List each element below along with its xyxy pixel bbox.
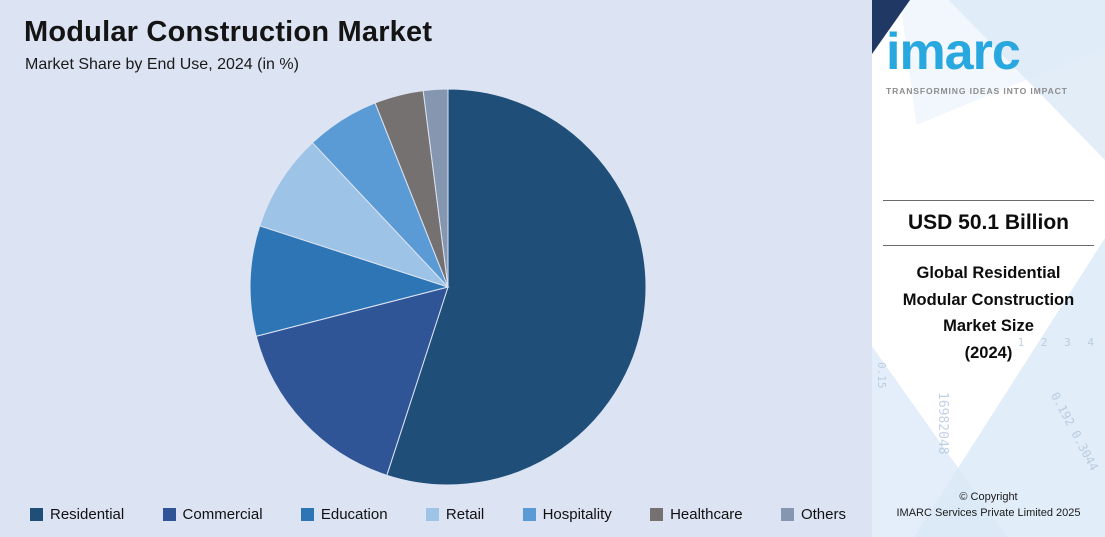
- pie-slice-education: [249, 225, 450, 337]
- legend-label: Healthcare: [670, 506, 743, 523]
- legend-swatch-icon: [425, 508, 439, 521]
- imarc-logo: imarc TRANSFORMING IDEAS INTO IMPACT: [886, 26, 1095, 96]
- pie-chart-container: [247, 86, 649, 488]
- legend-swatch-icon: [162, 508, 176, 521]
- copyright: © Copyright IMARC Services Private Limit…: [872, 490, 1105, 521]
- pie-slice-others: [422, 88, 449, 288]
- pie-slice-residential: [386, 88, 647, 486]
- pie-chart: [249, 88, 647, 486]
- legend-swatch-icon: [780, 508, 794, 521]
- copyright-line-2: IMARC Services Private Limited 2025: [896, 506, 1081, 519]
- legend-item-others: Others: [780, 506, 846, 523]
- imarc-logo-text: imarc: [886, 23, 1021, 81]
- legend-label: Commercial: [182, 506, 263, 523]
- copyright-line-1: © Copyright: [959, 491, 1018, 504]
- chart-subtitle: Market Share by End Use, 2024 (in %): [25, 56, 299, 73]
- legend-swatch-icon: [522, 508, 536, 521]
- market-value: USD 50.1 Billion: [907, 211, 1070, 234]
- legend-swatch-icon: [650, 508, 664, 521]
- legend-label: Retail: [445, 506, 485, 523]
- market-description: Global Residential Modular Construction …: [902, 264, 1075, 363]
- legend-label: Residential: [50, 506, 125, 523]
- decorative-number: 0.192 0.3044: [1048, 389, 1102, 473]
- chart-area: Modular Construction Market Market Share…: [0, 0, 872, 537]
- legend-label: Others: [800, 506, 846, 523]
- imarc-tagline: TRANSFORMING IDEAS INTO IMPACT: [886, 86, 1068, 96]
- pie-slice-retail: [259, 141, 449, 288]
- legend-item-residential: Residential: [30, 506, 124, 523]
- legend-swatch-icon: [300, 508, 314, 521]
- market-value-block: USD 50.1 Billion: [883, 200, 1094, 246]
- legend-item-commercial: Commercial: [162, 506, 263, 523]
- legend-item-retail: Retail: [425, 506, 485, 523]
- sidebar: 16982048 0.192 0.3044 1 2 3 4 0.15 imarc…: [872, 0, 1105, 537]
- legend-swatch-icon: [30, 508, 43, 521]
- decorative-number: 16982048: [935, 392, 950, 455]
- legend-label: Education: [320, 506, 388, 523]
- legend-item-healthcare: Healthcare: [650, 506, 743, 523]
- chart-title: Modular Construction Market: [24, 16, 433, 48]
- legend: Residential Commercial Education Retail Hosp…: [0, 506, 872, 523]
- pie-slice-commercial: [255, 286, 449, 476]
- legend-label: Hospitality: [542, 506, 612, 523]
- legend-item-hospitality: Hospitality: [522, 506, 612, 523]
- legend-item-education: Education: [300, 506, 388, 523]
